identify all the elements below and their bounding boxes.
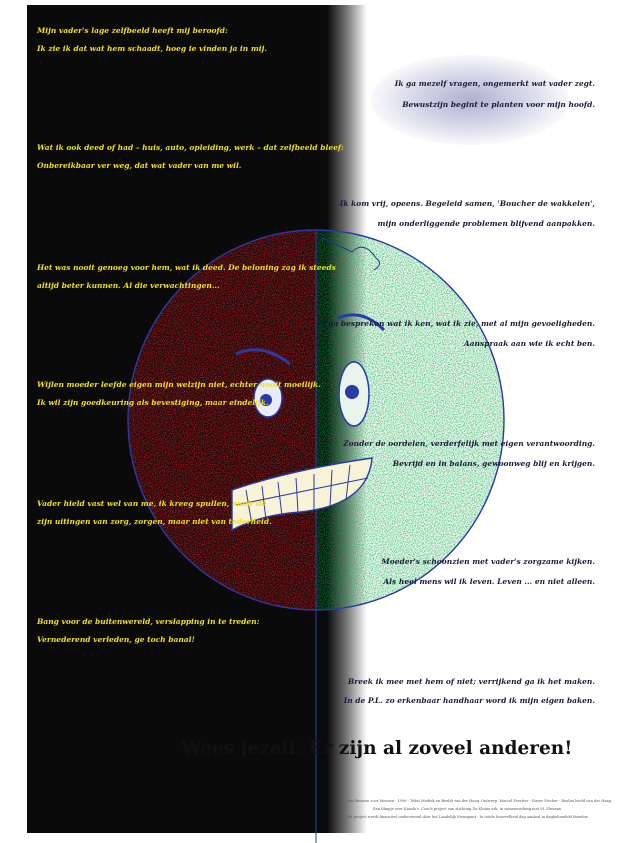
left-line-9: Vader hield vast wel van me, ik kreeg sp… [37, 499, 267, 508]
left-line-12: Vernederend verleden, ge toch banal! [37, 635, 195, 644]
left-line-7: Wijlen moeder leefde eigen mijn welzijn … [37, 380, 321, 389]
right-line-6: Aanspraak aan wie ik echt ben. [463, 339, 595, 348]
right-eyebrow [337, 313, 386, 332]
left-line-5: Het was nooit genoeg voor hem, wat ik de… [37, 263, 336, 272]
right-line-8: Bevrijd en in balans, gewoonweg blij en … [392, 459, 595, 468]
credit-line-3: Dit project wordt financieel ondersteund… [347, 815, 588, 819]
right-line-5: Ik ga bespreken wat ik ken, wat ik zie, … [316, 319, 595, 328]
left-line-11: Bang voor de buitenwereld, verslapping i… [37, 617, 260, 626]
blue-smudge [370, 55, 570, 145]
mouth [231, 457, 373, 532]
right-line-7: Zonder de oordelen, verderfelijk met eig… [343, 439, 595, 448]
right-line-11: Breek ik mee met hem of niet; verrijkend… [347, 677, 595, 686]
mouth-teeth-grid [235, 464, 369, 526]
right-line-12: In de P.L. zo erkenbaar handhaar word ik… [343, 696, 595, 705]
left-line-10: zijn uitingen van zorg, zorgen, maar nie… [37, 517, 272, 526]
right-line-1: Ik ga mezelf vragen, ongemerkt wat vader… [394, 79, 595, 88]
credit-line-1: Van Mensen voor Mensen - 1996 - Tekst Me… [347, 799, 611, 803]
right-line-9: Moeder's schoonzien met vader's zorgzame… [381, 557, 595, 566]
left-line-8: Ik wil zijn goedkeuring als bevestiging,… [37, 398, 269, 407]
left-line-3: Wat ik ook deed of had – huis, auto, opl… [37, 143, 344, 152]
forehead-scribble [321, 237, 380, 271]
left-line-4: Onbereikbaar ver weg, dat wat vader van … [37, 161, 242, 170]
left-eyebrow [235, 348, 291, 366]
left-line-6: altijd beter kunnen. Al die verwachtinge… [37, 281, 220, 290]
green-half-face [316, 230, 504, 610]
right-line-3: Ik kom vrij, opeens. Begeleid samen, 'Bo… [339, 199, 595, 208]
left-line-1: Mijn vader's lage zelfbeeld heeft mij be… [37, 26, 228, 35]
right-line-4: mijn onderliggende problemen blijvend aa… [377, 219, 595, 228]
left-line-2: Ik zie ik dat wat hem schaadt, hoeg ie v… [37, 44, 267, 53]
right-line-10: Als heel mens wil ik leven. Leven ... en… [383, 577, 595, 586]
right-line-2: Bewustzijn begint te planten voor mijn h… [402, 100, 595, 109]
credit-line-2: Een filmpje over Kaaslo's. Coach project… [373, 807, 562, 811]
left-pupil [260, 394, 272, 406]
right-pupil [345, 385, 359, 399]
slogan: Wees jezelf. Er zijn al zoveel anderen! [181, 738, 573, 759]
